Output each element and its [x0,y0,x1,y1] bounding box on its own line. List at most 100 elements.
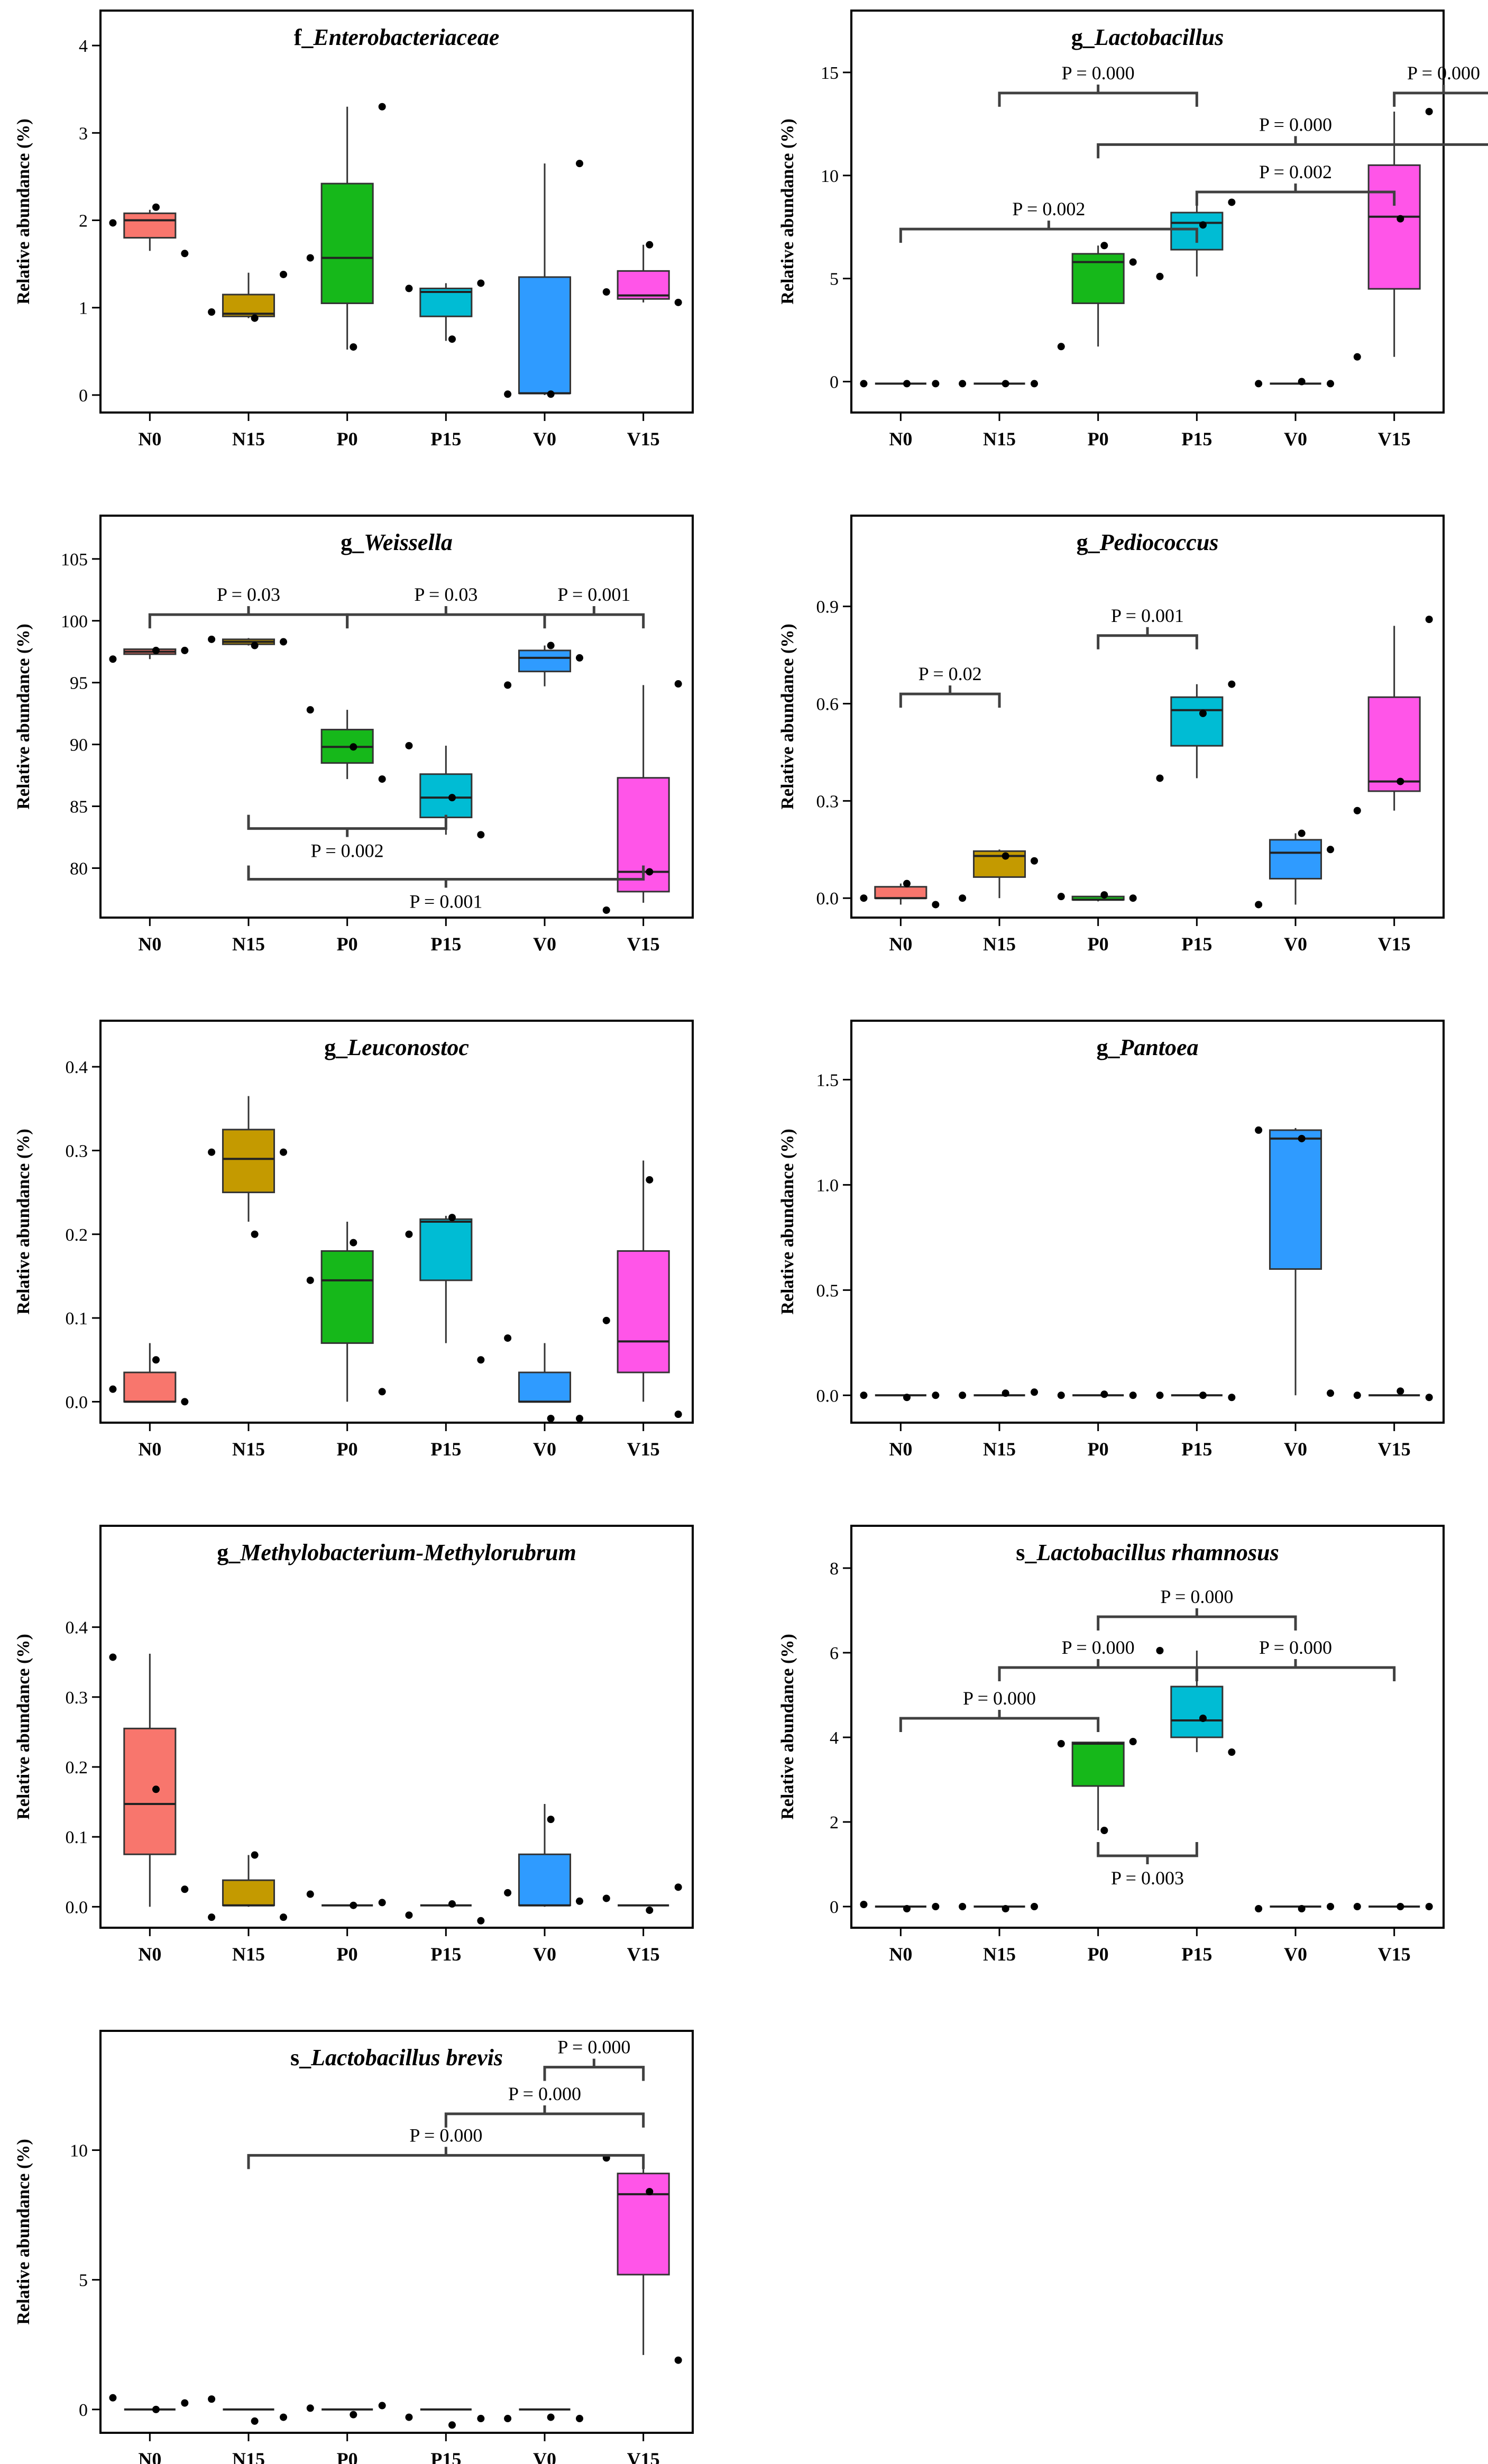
y-tick-label: 0.6 [816,694,839,714]
category-label-n0: N0 [889,1439,912,1460]
category-label-n0: N0 [138,2449,161,2464]
data-point [1298,829,1306,837]
box-p15 [1156,680,1236,782]
chart-title-main: Weissella [364,529,453,555]
category-label-n15: N15 [983,1944,1016,1965]
box-n15 [208,270,288,322]
significance-bracket: P = 0.000 [444,2083,645,2128]
category-label-p15: P15 [1181,1944,1212,1965]
category-label-v15: V15 [1378,933,1411,955]
data-point [646,1176,654,1184]
data-point [1255,1905,1263,1912]
box-iqr [123,1371,177,1403]
bracket-line [899,692,1001,708]
category-label-n15: N15 [983,933,1016,955]
data-point [1228,198,1236,206]
y-axis-label: Relative abundance (%) [778,1129,797,1314]
category-label-n15: N15 [983,1439,1016,1460]
data-point [1353,1903,1361,1910]
y-tick-label: 0.1 [66,1828,88,1847]
y-tick-label: 0.9 [816,598,839,617]
box-iqr [1071,1742,1125,1787]
y-axis-label: Relative abundance (%) [778,624,797,809]
y-tick-label: 0.3 [66,1688,88,1708]
y-axis-label: Relative abundance (%) [14,1634,33,1819]
data-point [1100,891,1108,899]
category-label-n15: N15 [983,428,1016,450]
data-point [448,1214,456,1222]
data-point [1002,852,1009,860]
data-point [547,390,555,398]
box-p15 [1156,1647,1236,1756]
box-n0 [860,1391,940,1402]
box-v0 [504,1804,584,1907]
data-point [152,1785,160,1793]
y-tick-label: 4 [830,1728,839,1748]
y-tick-label: 80 [70,859,88,878]
data-point [504,1889,512,1897]
box-n0 [109,203,189,258]
chart-title: g_Lactobacillus [1071,24,1224,50]
category-label-v0: V0 [533,1439,556,1460]
significance-bracket: P = 0.001 [247,865,645,912]
data-point [602,906,610,914]
plot-frame [850,1020,1445,1424]
data-point [477,1356,485,1364]
y-tick-label: 85 [70,798,88,817]
p-value-label: P = 0.002 [311,840,384,862]
box-iqr [1170,696,1224,747]
data-point [602,1316,610,1324]
box-v0 [504,1334,584,1423]
data-point [932,1391,940,1399]
box-iqr [419,1218,473,1281]
data-point [405,741,413,749]
data-point [1199,221,1207,229]
y-axis-label: Relative abundance (%) [14,118,33,304]
data-point [1228,1748,1236,1756]
bracket-line [998,1666,1198,1681]
data-point [350,1239,357,1247]
box-p0 [306,706,386,783]
category-label-p15: P15 [430,2449,461,2464]
chart-title-main: Enterobacteriaceae [313,24,499,50]
data-point [674,298,682,306]
data-point [1199,1715,1207,1722]
y-tick-label: 15 [821,63,839,83]
significance-bracket: P = 0.000 [899,1688,1100,1732]
box-n0 [860,1901,940,1912]
data-point [646,2188,654,2195]
y-tick-label: 0.4 [66,1058,88,1077]
bracket-line [1097,634,1198,649]
p-value-label: P = 0.000 [1062,62,1135,84]
data-point [903,1394,911,1402]
box-v0 [504,160,584,398]
data-point [350,743,357,751]
p-value-label: P = 0.02 [918,663,982,684]
data-point [1255,1126,1263,1134]
category-label-p0: P0 [1088,1944,1109,1965]
data-point [1129,1391,1137,1399]
p-value-label: P = 0.002 [1259,161,1332,182]
data-point [208,635,216,643]
y-tick-label: 6 [830,1644,839,1663]
data-point [1327,1389,1335,1397]
data-point [109,655,117,663]
chart-title: g_Weissella [341,529,453,555]
data-point [1397,777,1404,785]
y-axis-label: Relative abundance (%) [14,624,33,809]
category-label-p0: P0 [1088,1439,1109,1460]
box-iqr [1269,1129,1322,1270]
category-label-p15: P15 [1181,933,1212,955]
data-point [903,880,911,887]
data-point [280,270,288,278]
data-point [932,901,940,909]
data-point [378,103,386,111]
category-label-v15: V15 [627,933,660,955]
box-iqr [222,1879,275,1907]
significance-bracket: P = 0.000 [1393,62,1488,107]
category-label-n15: N15 [232,2449,265,2464]
data-point [1129,258,1137,266]
y-tick-label: 2 [79,212,88,231]
data-point [152,2405,160,2413]
box-iqr [123,212,177,239]
